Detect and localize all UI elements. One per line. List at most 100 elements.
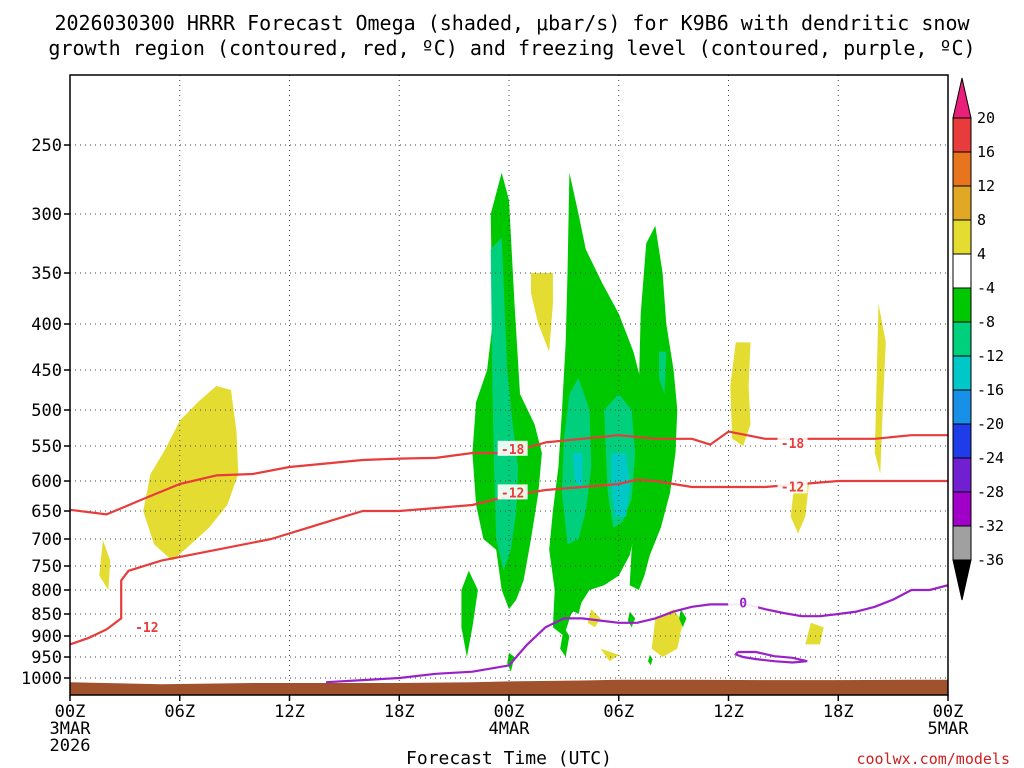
contour-label-bg	[728, 594, 759, 610]
colorbar-label--24: -24	[977, 449, 1004, 467]
x-axis-label: Forecast Time (UTC)	[406, 748, 612, 768]
x-tick-label: 12Z	[713, 702, 744, 722]
contour-label-bg	[131, 619, 162, 635]
contour-label--18: -18	[501, 443, 525, 458]
x-tick-label: 5MAR	[928, 719, 970, 739]
x-tick-label: 18Z	[384, 702, 415, 722]
chart-title-line1: 2026030300 HRRR Forecast Omega (shaded, …	[54, 11, 970, 35]
colorbar-label-8: 8	[977, 211, 986, 229]
y-tick-label-900: 900	[31, 627, 62, 647]
y-tick-label-450: 450	[31, 361, 62, 381]
x-tick-label: 18Z	[823, 702, 854, 722]
colorbar-label--4: -4	[977, 279, 995, 297]
colorbar-label-4: 4	[977, 245, 986, 263]
y-tick-label-250: 250	[31, 136, 62, 156]
omega-region-0	[99, 540, 111, 590]
contour-label-bg	[777, 435, 808, 451]
contour-label--12: -12	[781, 480, 804, 495]
colorbar-segment-5	[952, 253, 972, 289]
colorbar-label--20: -20	[977, 415, 1004, 433]
contour-label--12: -12	[501, 486, 524, 501]
omega-region-5	[790, 484, 809, 534]
x-tick-label: 2026	[50, 736, 91, 756]
colorbar-segment-7	[952, 321, 972, 357]
y-tick-label-750: 750	[31, 557, 62, 577]
omega-region-2	[531, 273, 553, 352]
omega-region-13	[629, 225, 678, 591]
y-tick-label-350: 350	[31, 264, 62, 284]
x-tick-label: 06Z	[603, 702, 634, 722]
colorbar-segment-4	[952, 219, 972, 255]
colorbar-label--12: -12	[977, 347, 1004, 365]
omega-region-6	[874, 303, 886, 474]
y-tick-label-650: 650	[31, 502, 62, 522]
colorbar-segment-10	[952, 423, 972, 459]
contour-label-bg	[777, 478, 808, 494]
omega-region-24	[659, 351, 667, 394]
contour-label-0: 0	[739, 596, 747, 611]
colorbar-label--36: -36	[977, 551, 1004, 569]
y-tick-label-950: 950	[31, 648, 62, 668]
colorbar-label--28: -28	[977, 483, 1004, 501]
colorbar-label--8: -8	[977, 313, 995, 331]
colorbar-label--32: -32	[977, 517, 1004, 535]
colorbar-label-12: 12	[977, 177, 995, 195]
colorbar-label--16: -16	[977, 381, 1004, 399]
colorbar-segment-11	[952, 457, 972, 493]
colorbar-segment-13	[952, 525, 972, 561]
colorbar: 20 16 12 8 4 -4 -8 -12 -16 -20 -24 -28 -32 -36	[952, 77, 1004, 601]
y-tick-label-550: 550	[31, 437, 62, 457]
contour-line-0	[326, 584, 949, 684]
colorbar-segment-8	[952, 355, 972, 391]
contour-line--12	[69, 478, 948, 646]
colorbar-segment-2	[952, 151, 972, 187]
contour-label-bg	[497, 440, 528, 456]
x-tick-label: 00Z	[933, 702, 964, 722]
contour-label--18: -18	[781, 437, 805, 452]
colorbar-top-arrow	[952, 77, 972, 119]
omega-region-26	[573, 453, 583, 487]
contour-layer: -18 -18 -12 -12 -12 0	[69, 430, 949, 684]
omega-region-25	[611, 453, 630, 517]
omega-region-16	[560, 627, 570, 657]
chart-title-line2: growth region (contoured, red, ºC) and f…	[48, 36, 975, 60]
x-tick-label: 3MAR	[50, 719, 92, 739]
colorbar-segment-6	[952, 287, 972, 323]
y-tick-label-1000: 1000	[21, 669, 62, 689]
y-tick-label-850: 850	[31, 605, 62, 625]
omega-region-4	[730, 342, 751, 446]
freezing-level-loop	[734, 650, 808, 664]
omega-region-8	[805, 622, 824, 645]
colorbar-label-16: 16	[977, 143, 995, 161]
omega-region-20	[648, 654, 653, 666]
colorbar-label-20: 20	[977, 109, 995, 127]
y-axis: 2503003504004505005506006507007508008509…	[21, 136, 70, 689]
grid-layer	[70, 75, 948, 695]
contour-label-bg	[497, 484, 528, 500]
colorbar-segment-1	[952, 117, 972, 153]
omega-shading-layer	[99, 172, 886, 672]
x-tick-label: 4MAR	[489, 719, 531, 739]
omega-region-15	[569, 594, 583, 614]
credit-text: coolwx.com/models	[856, 750, 1010, 768]
contour-label--12: -12	[135, 621, 158, 636]
y-tick-label-800: 800	[31, 581, 62, 601]
x-tick-label: 06Z	[164, 702, 195, 722]
y-tick-label-700: 700	[31, 530, 62, 550]
colorbar-bottom-arrow	[952, 559, 972, 601]
terrain-ground	[70, 679, 948, 695]
y-tick-label-600: 600	[31, 472, 62, 492]
omega-region-10	[600, 648, 619, 662]
omega-region-1	[143, 386, 239, 561]
y-tick-label-500: 500	[31, 401, 62, 421]
y-tick-label-300: 300	[31, 205, 62, 225]
x-tick-label: 00Z	[55, 702, 86, 722]
terrain-layer	[70, 679, 948, 695]
colorbar-segment-3	[952, 185, 972, 221]
x-tick-label: 12Z	[274, 702, 305, 722]
omega-region-7	[651, 609, 683, 657]
x-tick-label: 00Z	[494, 702, 525, 722]
colorbar-segment-12	[952, 491, 972, 527]
